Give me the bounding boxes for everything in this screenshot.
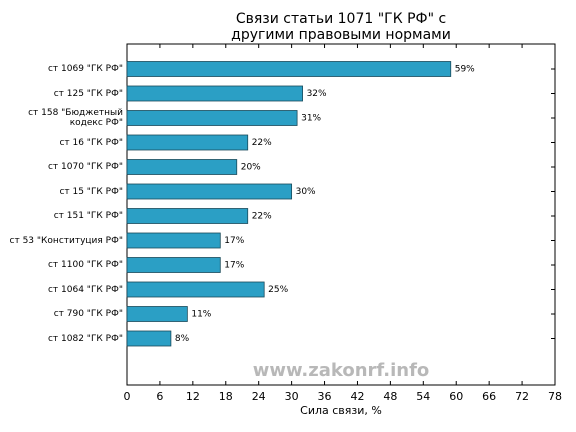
chart-title: Связи статьи 1071 "ГК РФ" с <box>236 11 446 27</box>
x-tick-label: 36 <box>318 390 332 403</box>
watermark: www.zakonrf.info <box>253 360 430 381</box>
x-tick-label: 24 <box>252 390 266 403</box>
y-tick-label: ст 16 "ГК РФ" <box>59 137 123 148</box>
x-tick-label: 60 <box>449 390 463 403</box>
x-tick-label: 78 <box>548 390 562 403</box>
x-tick-label: 0 <box>124 390 131 403</box>
value-label: 30% <box>296 187 316 197</box>
y-tick-label: ст 158 "Бюджетный кодекс РФ" <box>28 108 123 128</box>
y-tick-label: ст 790 "ГК РФ" <box>53 309 123 319</box>
chart-title: другими правовыми нормами <box>231 27 451 43</box>
bar <box>126 281 265 298</box>
bar <box>126 306 188 322</box>
y-tick-label: ст 1070 "ГК РФ" <box>47 162 123 172</box>
value-label: 20% <box>241 163 261 173</box>
y-tick-label: ст 1064 "ГК РФ" <box>47 284 123 295</box>
x-tick-label: 6 <box>156 390 163 403</box>
x-tick-label: 30 <box>285 390 299 403</box>
value-label: 22% <box>252 138 272 148</box>
value-label: 59% <box>455 65 475 75</box>
bar <box>126 134 249 151</box>
x-tick-label: 72 <box>515 390 529 403</box>
y-tick-label: ст 151 "ГК РФ" <box>53 211 123 221</box>
bar <box>126 61 452 77</box>
bar <box>126 183 293 200</box>
value-label: 31% <box>301 114 321 124</box>
value-label: 8% <box>175 334 190 344</box>
x-tick-label: 48 <box>383 390 397 403</box>
y-tick-label: ст 125 "ГК РФ" <box>53 88 123 99</box>
bar <box>126 257 221 273</box>
value-label: 17% <box>224 261 244 271</box>
value-label: 25% <box>268 285 288 295</box>
x-tick-label: 42 <box>350 390 364 403</box>
y-tick-label: ст 53 "Конституция РФ" <box>9 235 123 246</box>
bar <box>126 85 303 102</box>
x-tick-label: 66 <box>482 390 496 403</box>
y-tick-label: ст 1082 "ГК РФ" <box>47 333 123 344</box>
value-label: 11% <box>191 310 211 320</box>
value-label: 22% <box>252 212 272 222</box>
bar <box>126 208 249 224</box>
bar <box>126 330 172 347</box>
value-label: 17% <box>224 236 244 246</box>
y-tick-label: ст 1069 "ГК РФ" <box>47 64 123 74</box>
bar <box>126 159 238 175</box>
y-tick-label: ст 1100 "ГК РФ" <box>47 260 123 270</box>
value-label: 32% <box>307 89 327 99</box>
x-tick-label: 54 <box>416 390 430 403</box>
x-axis-label: Сила связи, % <box>300 404 382 417</box>
x-tick-label: 12 <box>186 390 200 403</box>
y-tick-label: ст 15 "ГК РФ" <box>59 186 123 197</box>
bar <box>126 232 221 249</box>
bar <box>126 110 298 126</box>
x-tick-label: 18 <box>219 390 233 403</box>
